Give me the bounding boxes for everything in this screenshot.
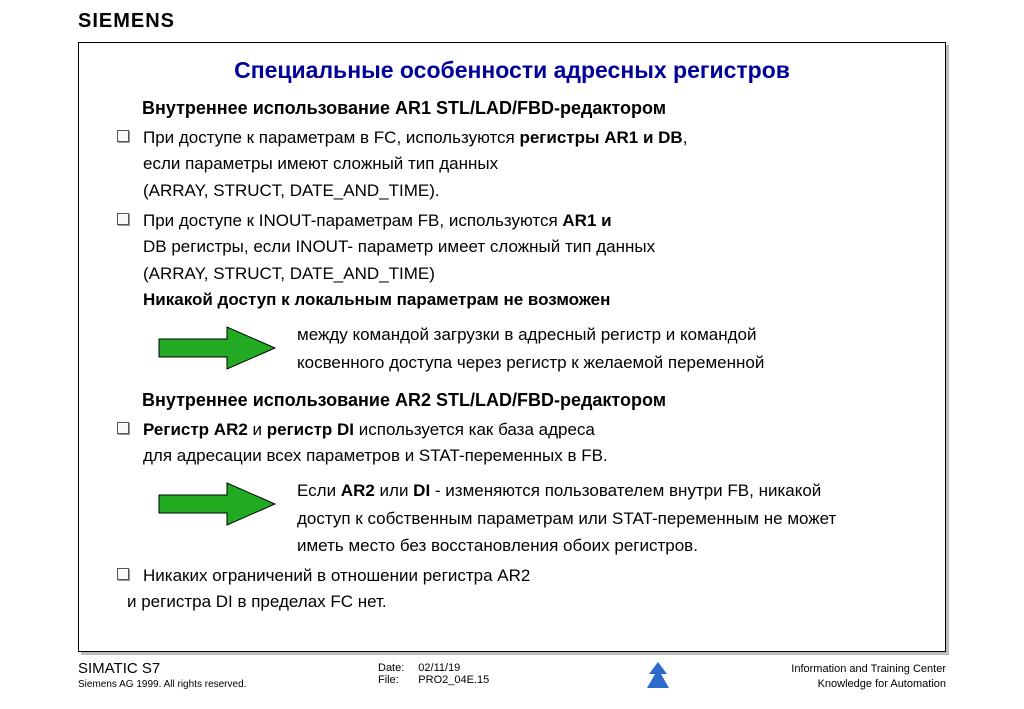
footer-right-1: Information and Training Center xyxy=(718,662,946,677)
bullet-marker xyxy=(117,568,129,580)
product-name: SIMATIC S7 xyxy=(78,660,378,677)
arrow-icon xyxy=(157,325,277,371)
bullet-marker xyxy=(117,422,129,434)
slide-title: Специальные особенности адресных регистр… xyxy=(97,57,927,84)
bullet-cont: (ARRAY, STRUCT, DATE_AND_TIME) xyxy=(143,261,927,287)
bullet-cont: и регистра DI в пределах FC нет. xyxy=(127,589,927,615)
bullet-item: Никаких ограничений в отношении регистра… xyxy=(117,563,927,589)
footer-mid: Date: File: 02/11/19 PRO2_04E.15 xyxy=(378,660,598,704)
file-label: File: xyxy=(378,674,404,686)
bullet-text: Регистр AR2 и регистр DI используется ка… xyxy=(143,417,595,443)
footer-logo xyxy=(598,660,718,704)
bullet-cont: для адресации всех параметров и STAT-пер… xyxy=(143,443,927,469)
arrow-text: Если AR2 или DI - изменяются пользовател… xyxy=(297,477,836,559)
section-heading: Внутреннее использование AR2 STL/LAD/FBD… xyxy=(142,390,927,411)
footer-right-2: Knowledge for Automation xyxy=(718,677,946,692)
training-icon xyxy=(643,660,673,690)
slide-body: Внутреннее использование AR1 STL/LAD/FBD… xyxy=(97,98,927,616)
footer-left: SIMATIC S7 Siemens AG 1999. All rights r… xyxy=(78,660,378,704)
bullet-text: Никаких ограничений в отношении регистра… xyxy=(143,563,530,589)
bullet-cont: (ARRAY, STRUCT, DATE_AND_TIME). xyxy=(143,178,927,204)
bullet-item: Регистр AR2 и регистр DI используется ка… xyxy=(117,417,927,443)
footer-right: Information and Training Center Knowledg… xyxy=(718,660,946,704)
date-label: Date: xyxy=(378,662,404,674)
arrow-block: между командой загрузки в адресный регис… xyxy=(157,321,927,375)
bullet-tail: Никакой доступ к локальным параметрам не… xyxy=(143,287,927,313)
bullet-item: При доступе к параметрам в FC, использую… xyxy=(117,125,927,151)
footer: SIMATIC S7 Siemens AG 1999. All rights r… xyxy=(78,660,946,704)
bullet-text: При доступе к INOUT-параметрам FB, испол… xyxy=(143,208,612,234)
copyright: Siemens AG 1999. All rights reserved. xyxy=(78,679,378,690)
date-value: 02/11/19 xyxy=(418,662,489,674)
arrow-text: между командой загрузки в адресный регис… xyxy=(297,321,764,375)
brand-logo: SIEMENS xyxy=(78,10,175,33)
slide-frame: Специальные особенности адресных регистр… xyxy=(78,42,946,652)
slide-page: SIEMENS Специальные особенности адресных… xyxy=(0,0,1024,709)
arrow-block: Если AR2 или DI - изменяются пользовател… xyxy=(157,477,927,559)
arrow-icon xyxy=(157,481,277,527)
file-value: PRO2_04E.15 xyxy=(418,674,489,686)
bullet-marker xyxy=(117,213,129,225)
section-heading: Внутреннее использование AR1 STL/LAD/FBD… xyxy=(142,98,927,119)
bullet-text: При доступе к параметрам в FC, использую… xyxy=(143,125,687,151)
bullet-cont: DB регистры, если INOUT- параметр имеет … xyxy=(143,234,927,260)
bullet-item: При доступе к INOUT-параметрам FB, испол… xyxy=(117,208,927,234)
bullet-marker xyxy=(117,130,129,142)
bullet-cont: если параметры имеют сложный тип данных xyxy=(143,151,927,177)
